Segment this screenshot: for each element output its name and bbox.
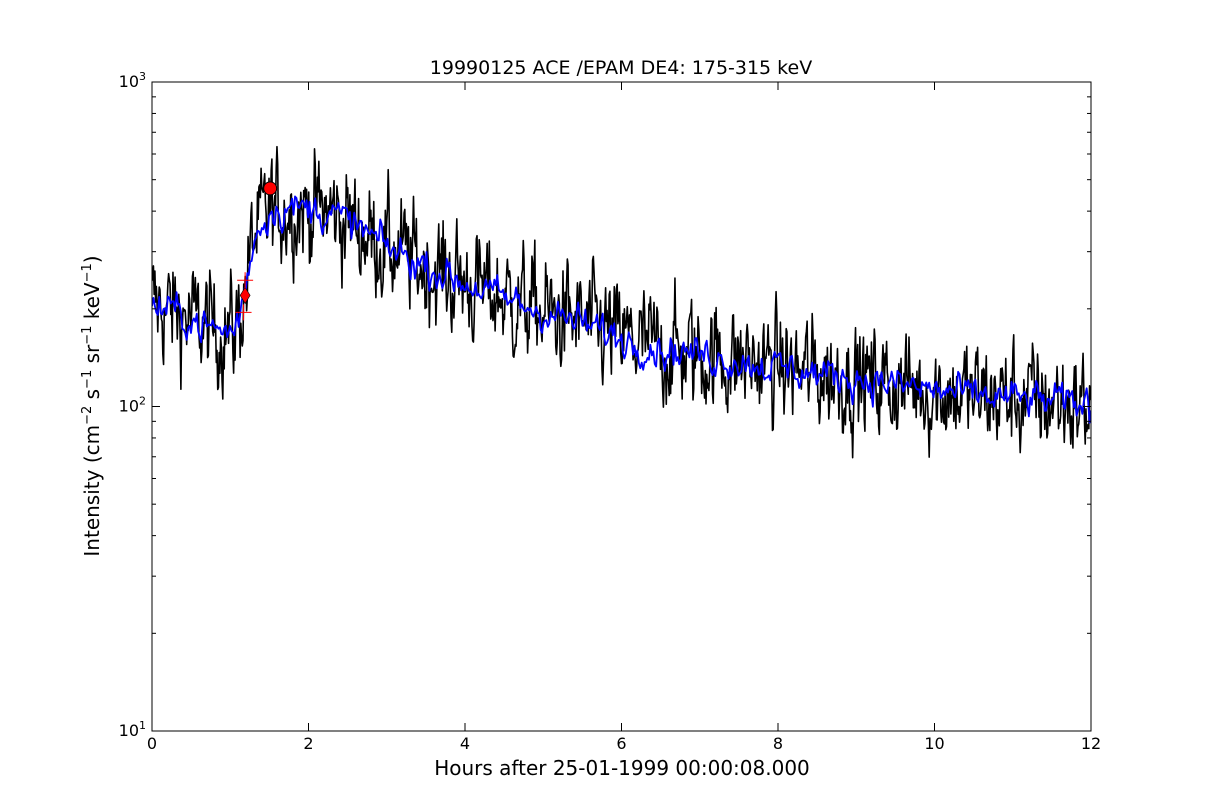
y-axis-label-sr: sr [80,344,104,370]
y-axis-label-suffix: ) [80,255,104,263]
x-tick-label: 8 [773,734,783,753]
y-tick-label-base: 10 [119,397,139,416]
series-layer [152,145,1091,459]
y-axis-label-s: s [80,389,104,406]
plus-marker [237,272,254,289]
y-axis-label-exp2: −1 [80,370,95,389]
y-axis-label-kev: keV [80,282,104,326]
y-tick-label: 103 [119,70,146,91]
y-axis-label-exp1: −2 [80,406,95,425]
plus-marker [235,304,252,321]
chart-title: 19990125 ACE /EPAM DE4: 175-315 keV [430,57,812,79]
y-axis-label-exp4: −1 [80,263,95,282]
y-tick-label-exponent: 2 [139,395,146,408]
x-axis: 0 2 4 6 8 10 12 [147,82,1101,753]
y-tick-label-base: 10 [119,721,139,740]
y-tick-label: 101 [119,719,146,740]
onset-diamond-marker [239,286,251,304]
y-axis-label-prefix: Intensity (cm [80,425,104,557]
y-tick-label-exponent: 3 [139,70,146,83]
y-axis-label: Intensity (cm−2 s−1 sr−1 keV−1) [80,255,104,556]
x-tick-label: 6 [616,734,626,753]
x-tick-label: 2 [303,734,313,753]
x-tick-label: 12 [1081,734,1101,753]
series-line-1 [152,195,1091,424]
x-tick-label: 4 [460,734,470,753]
y-tick-label-exponent: 1 [139,719,146,732]
y-tick-label-base: 10 [119,72,139,91]
x-axis-label: Hours after 25-01-1999 00:00:08.000 [434,756,810,780]
y-tick-label: 102 [119,395,146,416]
x-tick-label: 0 [147,734,157,753]
peak-circle-marker [263,181,278,196]
y-axis-label-exp3: −1 [80,326,95,345]
x-tick-label: 10 [924,734,944,753]
marker-layer [235,181,278,321]
